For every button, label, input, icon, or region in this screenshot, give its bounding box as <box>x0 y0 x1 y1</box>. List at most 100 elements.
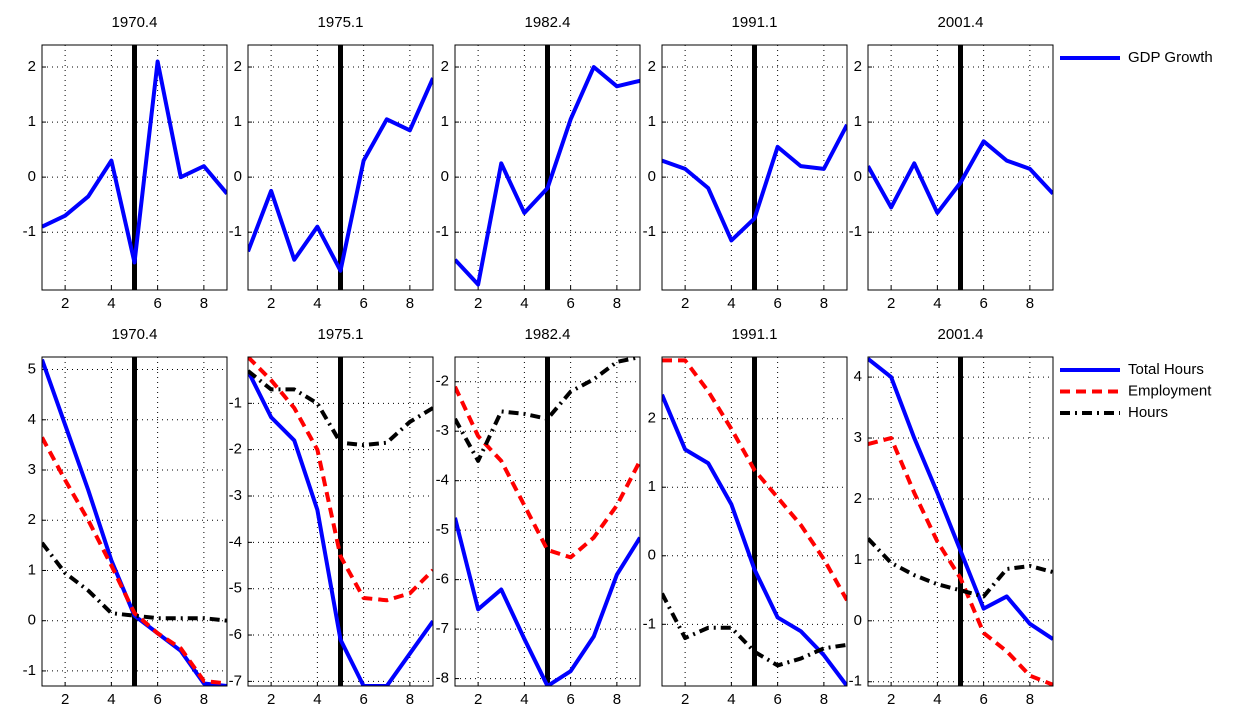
series-line <box>248 369 433 448</box>
x-tick-label: 6 <box>979 295 987 312</box>
y-tick-label: -7 <box>436 620 449 637</box>
panel: 1970.4 2 4 6 8 -1 0 1 2 <box>23 14 228 312</box>
y-tick-label: -1 <box>849 223 862 240</box>
x-tick-label: 4 <box>107 295 115 312</box>
panel-title: 1970.4 <box>112 14 158 31</box>
y-tick-label: 1 <box>28 113 36 130</box>
panel-title: 2001.4 <box>938 14 984 31</box>
series-line <box>455 357 640 463</box>
x-tick-label: 8 <box>200 691 208 708</box>
panel-title: 1991.1 <box>732 326 778 343</box>
y-tick-label: 0 <box>234 168 242 185</box>
panel-title: 1982.4 <box>525 14 571 31</box>
y-tick-label: 0 <box>28 612 36 629</box>
x-tick-label: 2 <box>681 691 689 708</box>
axes-frame <box>661 356 848 687</box>
x-tick-label: 8 <box>200 295 208 312</box>
x-tick-label: 2 <box>474 295 482 312</box>
series-line <box>42 541 227 623</box>
y-tick-label: 4 <box>28 411 36 428</box>
panel: 1970.4 2 4 6 8 -1 0 1 2 3 4 5 <box>23 326 228 708</box>
series-line <box>868 357 1053 641</box>
y-tick-label: -1 <box>229 394 242 411</box>
panel-title: 1975.1 <box>318 14 364 31</box>
panel: 2001.4 2 4 6 8 -1 0 1 2 <box>849 14 1054 312</box>
x-tick-label: 2 <box>61 691 69 708</box>
x-tick-label: 6 <box>153 691 161 708</box>
series-group <box>868 357 1053 686</box>
series-group <box>455 357 640 686</box>
y-tick-label: 1 <box>854 113 862 130</box>
series-line <box>868 537 1053 599</box>
x-tick-label: 2 <box>887 691 895 708</box>
series-group <box>248 45 433 290</box>
series-line <box>248 370 433 686</box>
series-group <box>662 357 847 686</box>
series-line <box>662 358 847 602</box>
x-tick-label: 2 <box>267 295 275 312</box>
series-line <box>868 139 1053 215</box>
y-tick-label: -1 <box>23 662 36 679</box>
x-tick-label: 4 <box>933 295 941 312</box>
axes-frame <box>454 356 641 687</box>
y-tick-label: 3 <box>28 461 36 478</box>
y-tick-label: 1 <box>648 113 656 130</box>
panel: 1982.4 2 4 6 8 -1 0 1 2 <box>436 14 641 312</box>
y-tick-label: 2 <box>234 58 242 75</box>
panel: 1982.4 2 4 6 8 -8 -7 -6 -5 -4 -3 -2 <box>436 326 641 708</box>
x-tick-label: 6 <box>566 295 574 312</box>
y-tick-label: -4 <box>436 472 449 489</box>
panel-title: 1970.4 <box>112 326 158 343</box>
y-tick-label: -4 <box>229 533 242 550</box>
y-tick-label: 2 <box>854 58 862 75</box>
legend-label: Hours <box>1128 404 1168 421</box>
x-tick-label: 4 <box>933 691 941 708</box>
series-group <box>868 45 1053 290</box>
legend-label: Employment <box>1128 382 1212 399</box>
x-tick-label: 2 <box>681 295 689 312</box>
y-tick-label: 0 <box>441 168 449 185</box>
x-tick-label: 6 <box>979 691 987 708</box>
y-tick-label: 1 <box>234 113 242 130</box>
panel: 2001.4 2 4 6 8 -1 0 1 2 3 4 <box>849 326 1054 708</box>
y-tick-label: -1 <box>23 223 36 240</box>
series-line <box>662 393 847 686</box>
x-tick-label: 4 <box>313 295 321 312</box>
legend-label: GDP Growth <box>1128 49 1213 66</box>
x-tick-label: 8 <box>820 295 828 312</box>
y-tick-label: 2 <box>441 58 449 75</box>
series-line <box>455 65 640 287</box>
series-line <box>248 77 433 273</box>
series-line <box>662 592 847 668</box>
y-tick-label: 2 <box>28 511 36 528</box>
y-tick-label: 2 <box>648 410 656 427</box>
series-group <box>42 45 227 290</box>
panel: 1991.1 2 4 6 8 -1 0 1 2 <box>643 14 848 312</box>
series-group <box>662 45 847 290</box>
y-tick-label: -1 <box>849 673 862 690</box>
x-tick-label: 4 <box>107 691 115 708</box>
axes-frame <box>867 356 1054 687</box>
x-tick-label: 2 <box>267 691 275 708</box>
y-tick-label: -1 <box>436 223 449 240</box>
legend-label: Total Hours <box>1128 361 1204 378</box>
axes-frame <box>41 356 228 687</box>
y-tick-label: 5 <box>28 361 36 378</box>
axes-frame <box>247 44 434 291</box>
y-tick-label: -3 <box>229 487 242 504</box>
y-tick-label: 1 <box>854 551 862 568</box>
series-group <box>455 45 640 290</box>
y-tick-label: -5 <box>436 521 449 538</box>
x-tick-label: 4 <box>520 295 528 312</box>
series-line <box>42 59 227 265</box>
x-tick-label: 8 <box>613 691 621 708</box>
y-tick-label: -3 <box>436 422 449 439</box>
y-tick-label: 2 <box>648 58 656 75</box>
x-tick-label: 6 <box>359 295 367 312</box>
series-group <box>248 357 433 686</box>
x-tick-label: 6 <box>773 691 781 708</box>
series-line <box>248 357 433 603</box>
axes-frame <box>41 44 228 291</box>
y-tick-label: -8 <box>436 670 449 687</box>
